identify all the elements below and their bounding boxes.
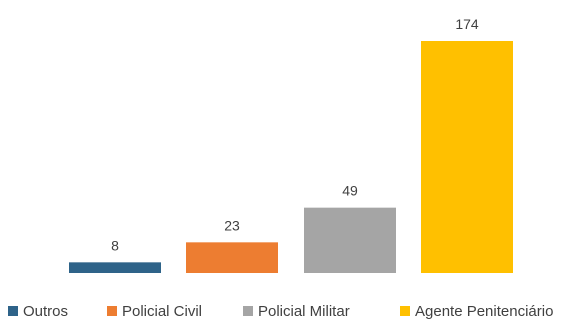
data-label-policial-militar: 49 bbox=[342, 183, 358, 199]
legend-label-policial-militar: Policial Militar bbox=[258, 303, 350, 320]
legend-swatch-policial-civil bbox=[107, 306, 117, 316]
data-label-outros: 8 bbox=[111, 237, 119, 253]
legend-swatch-outros bbox=[8, 306, 18, 316]
bar-outros bbox=[69, 262, 161, 273]
legend: Outros Policial Civil Policial Militar Agen… bbox=[8, 303, 553, 320]
legend-item-outros: Outros bbox=[8, 303, 68, 320]
bars-group bbox=[69, 41, 513, 273]
bar-agente-penitenciario bbox=[421, 41, 513, 273]
legend-label-policial-civil: Policial Civil bbox=[122, 303, 202, 320]
data-label-policial-civil: 23 bbox=[224, 217, 240, 233]
bar-policial-civil bbox=[186, 242, 278, 273]
bar-policial-militar bbox=[304, 207, 396, 273]
data-label-agente-penitenciario: 174 bbox=[455, 16, 479, 32]
data-labels-group: 8 23 49 174 bbox=[111, 16, 479, 253]
legend-swatch-agente-penitenciario bbox=[400, 306, 410, 316]
legend-item-agente-penitenciario: Agente Penitenciário bbox=[400, 303, 553, 320]
legend-label-agente-penitenciario: Agente Penitenciário bbox=[415, 303, 553, 320]
legend-swatch-policial-militar bbox=[243, 306, 253, 316]
legend-item-policial-civil: Policial Civil bbox=[107, 303, 202, 320]
legend-item-policial-militar: Policial Militar bbox=[243, 303, 350, 320]
legend-label-outros: Outros bbox=[23, 303, 68, 320]
